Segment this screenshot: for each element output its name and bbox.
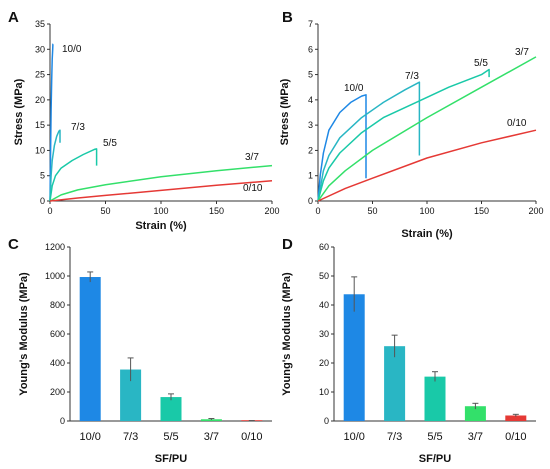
- y-tick-label-a: 20: [35, 95, 45, 105]
- bar-d-3: [464, 406, 486, 421]
- y-tick-label-d: 50: [319, 271, 329, 281]
- y-tick-label-a: 10: [35, 145, 45, 155]
- category-label-c-0: 10/0: [79, 431, 100, 443]
- bar-d-4: [505, 415, 527, 421]
- category-label-c-2: 5/5: [163, 431, 178, 443]
- category-label-d-1: 7/3: [387, 431, 402, 443]
- category-label-c-1: 7/3: [123, 431, 138, 443]
- y-tick-label-b: 6: [308, 44, 313, 54]
- series-line-b-0: [317, 94, 367, 202]
- series-label-a-3: 3/7: [245, 152, 259, 163]
- y-tick-label-c: 600: [50, 329, 65, 339]
- y-tick-label-b: 2: [308, 145, 313, 155]
- y-tick-label-d: 20: [319, 358, 329, 368]
- category-label-c-3: 3/7: [204, 431, 219, 443]
- y-tick-label-a: 0: [40, 196, 45, 206]
- x-tick-label-b: 100: [419, 206, 434, 216]
- y-tick-label-c: 0: [60, 416, 65, 426]
- x-tick-label-b: 50: [367, 206, 377, 216]
- y-tick-label-b: 0: [308, 196, 313, 206]
- series-label-a-0: 10/0: [62, 44, 82, 55]
- x-axis-title-a: Strain (%): [135, 220, 187, 232]
- y-axis-title-b: Stress (MPa): [279, 78, 291, 145]
- y-tick-label-b: 4: [308, 95, 313, 105]
- series-label-a-2: 5/5: [103, 138, 117, 149]
- bar-c-0: [79, 277, 101, 421]
- y-tick-label-d: 30: [319, 329, 329, 339]
- y-tick-label-a: 15: [35, 120, 45, 130]
- x-tick-label-a: 200: [264, 206, 279, 216]
- bar-d-0: [343, 294, 365, 421]
- y-tick-label-a: 25: [35, 70, 45, 80]
- category-label-d-3: 3/7: [468, 431, 483, 443]
- series-line-a-3: [49, 164, 273, 202]
- panel-letter-a: A: [8, 9, 19, 26]
- series-label-b-3: 3/7: [515, 47, 529, 58]
- series-label-b-2: 5/5: [474, 58, 488, 69]
- category-label-d-2: 5/5: [427, 431, 442, 443]
- x-axis-title-b: Strain (%): [401, 228, 453, 240]
- panel-letter-b: B: [282, 9, 293, 26]
- series-line-a-2: [49, 148, 98, 202]
- series-line-a-4: [49, 180, 273, 202]
- y-tick-label-d: 60: [319, 242, 329, 252]
- series-label-a-1: 7/3: [71, 122, 85, 133]
- series-label-b-4: 0/10: [507, 118, 527, 129]
- y-tick-label-b: 1: [308, 171, 313, 181]
- bar-c-3: [200, 419, 222, 421]
- y-tick-label-c: 1200: [45, 242, 65, 252]
- x-tick-label-a: 50: [100, 206, 110, 216]
- y-tick-label-c: 400: [50, 358, 65, 368]
- y-tick-label-a: 5: [40, 171, 45, 181]
- y-tick-label-a: 35: [35, 19, 45, 29]
- series-line-b-1: [317, 81, 421, 202]
- x-axis-title-d: SF/PU: [419, 453, 451, 465]
- y-tick-label-d: 10: [319, 387, 329, 397]
- y-tick-label-b: 3: [308, 120, 313, 130]
- y-axis-title-c: Young's Modulus (MPa): [18, 272, 30, 396]
- y-tick-label-c: 800: [50, 300, 65, 310]
- category-label-c-4: 0/10: [241, 431, 262, 443]
- series-label-a-4: 0/10: [243, 183, 263, 194]
- series-label-b-1: 7/3: [405, 71, 419, 82]
- series-line-b-4: [317, 129, 537, 202]
- x-tick-label-b: 200: [528, 206, 543, 216]
- y-tick-label-c: 1000: [45, 271, 65, 281]
- y-tick-label-a: 30: [35, 44, 45, 54]
- bar-c-1: [120, 369, 142, 421]
- x-tick-label-a: 100: [153, 206, 168, 216]
- bar-d-1: [384, 346, 406, 421]
- y-tick-label-b: 7: [308, 19, 313, 29]
- panel-letter-d: D: [282, 236, 293, 253]
- bar-d-2: [424, 376, 446, 421]
- series-line-b-3: [317, 56, 537, 202]
- series-line-a-0: [49, 43, 54, 202]
- series-line-b-2: [317, 68, 490, 202]
- bar-c-2: [160, 397, 182, 421]
- y-axis-title-a: Stress (MPa): [13, 78, 25, 145]
- series-line-a-1: [49, 129, 61, 202]
- y-axis-title-d: Young's Modulus (MPa): [281, 272, 293, 396]
- y-tick-label-b: 5: [308, 70, 313, 80]
- y-tick-label-c: 200: [50, 387, 65, 397]
- x-tick-label-a: 0: [47, 206, 52, 216]
- x-tick-label-b: 150: [474, 206, 489, 216]
- x-tick-label-b: 0: [315, 206, 320, 216]
- x-tick-label-a: 150: [209, 206, 224, 216]
- y-tick-label-d: 40: [319, 300, 329, 310]
- panel-letter-c: C: [8, 236, 19, 253]
- x-axis-title-c: SF/PU: [155, 453, 187, 465]
- category-label-d-4: 0/10: [505, 431, 526, 443]
- y-tick-label-d: 0: [324, 416, 329, 426]
- category-label-d-0: 10/0: [343, 431, 364, 443]
- series-label-b-0: 10/0: [344, 83, 364, 94]
